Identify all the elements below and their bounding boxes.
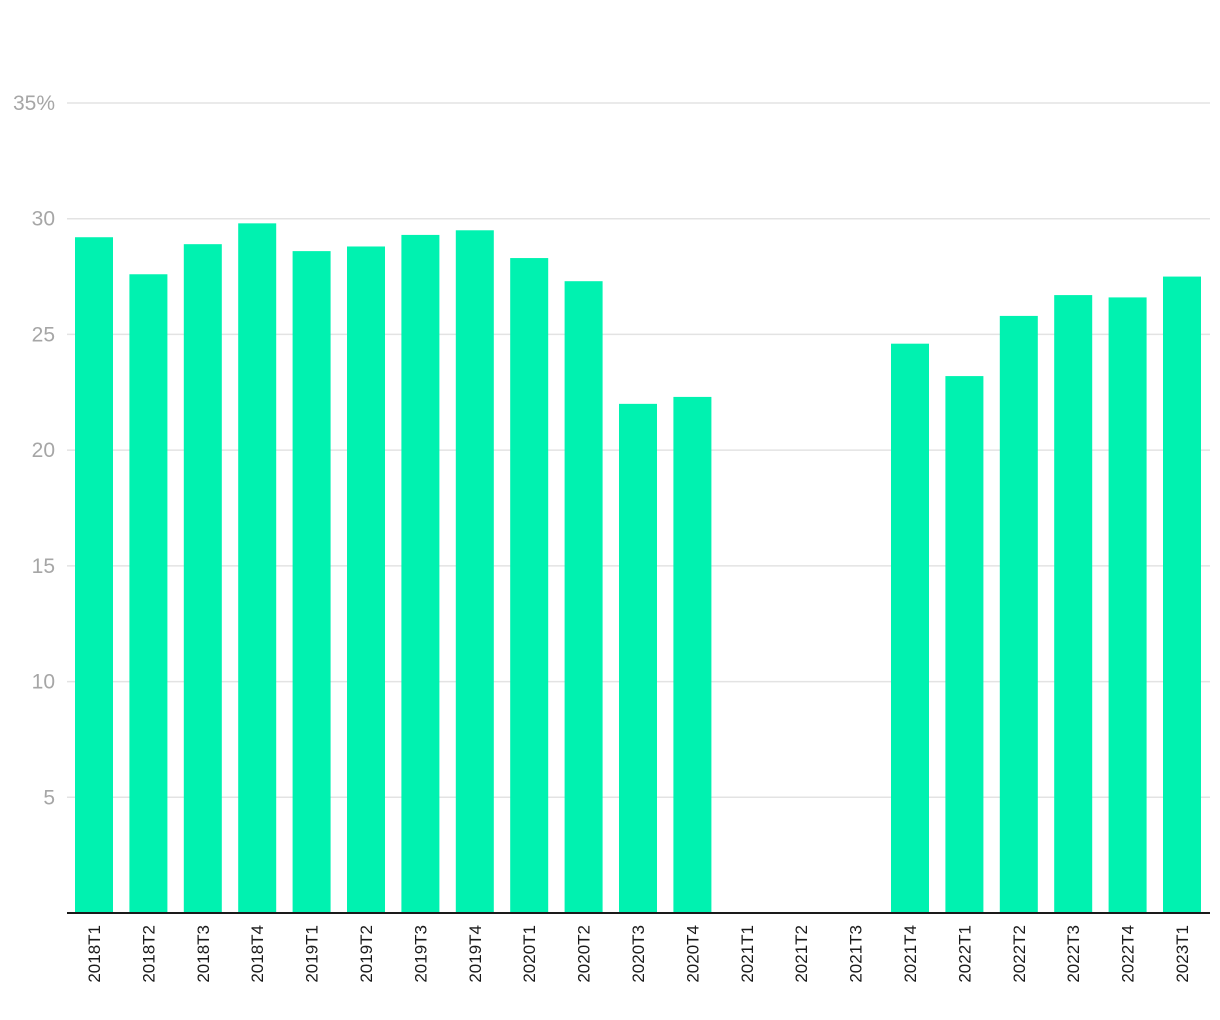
- x-tick-label: 2022T2: [1010, 925, 1029, 983]
- bar: [999, 315, 1038, 913]
- x-axis-tick-labels: 2018T1 2018T2 2018T3 2018T4 2019T1 2019T2 2019…: [85, 925, 1192, 983]
- bars: [75, 223, 1201, 914]
- y-tick-label: 35%: [13, 92, 55, 115]
- x-tick-label: 2022T3: [1064, 925, 1083, 983]
- bar: [1108, 297, 1147, 913]
- y-axis-tick-labels: 5 10 15 20 25 30 35%: [13, 92, 55, 809]
- bar: [619, 403, 657, 913]
- x-tick-label: 2019T4: [466, 925, 485, 983]
- bar: [292, 251, 331, 914]
- y-tick-label: 20: [32, 439, 55, 462]
- x-tick-label: 2019T1: [303, 925, 322, 983]
- bar: [129, 274, 168, 913]
- x-tick-label: 2020T1: [520, 925, 539, 983]
- x-tick-label: 2020T4: [683, 925, 702, 983]
- bar: [673, 396, 712, 913]
- x-tick-label: 2021T2: [792, 925, 811, 983]
- bar: [455, 230, 494, 914]
- x-tick-label: 2021T1: [738, 925, 757, 983]
- x-tick-label: 2018T3: [194, 925, 213, 983]
- y-tick-label: 5: [43, 786, 55, 809]
- x-tick-label: 2021T3: [847, 925, 866, 983]
- x-tick-label: 2022T4: [1119, 925, 1138, 983]
- x-tick-label: 2019T2: [357, 925, 376, 983]
- x-tick-label: 2022T1: [955, 925, 974, 983]
- bar: [183, 244, 222, 913]
- bar: [347, 246, 385, 913]
- x-tick-label: 2023T1: [1173, 925, 1192, 983]
- bar: [510, 258, 549, 913]
- x-tick-label: 2021T4: [901, 925, 920, 983]
- y-tick-label: 10: [32, 671, 55, 694]
- x-tick-label: 2018T4: [248, 925, 267, 983]
- y-tick-label: 30: [32, 208, 55, 231]
- x-tick-label: 2018T2: [139, 925, 158, 983]
- bar: [75, 237, 113, 913]
- bar: [891, 343, 929, 914]
- y-tick-label: 25: [32, 323, 55, 346]
- x-tick-label: 2020T2: [575, 925, 594, 983]
- x-tick-label: 2020T3: [629, 925, 648, 983]
- y-tick-label: 15: [32, 555, 55, 578]
- bar: [945, 376, 984, 914]
- bar: [1163, 276, 1201, 914]
- x-tick-label: 2019T3: [411, 925, 430, 983]
- bar: [401, 234, 440, 913]
- bar: [238, 223, 277, 914]
- bar: [1054, 295, 1093, 914]
- bar: [564, 281, 603, 913]
- x-tick-label: 2018T1: [85, 925, 104, 983]
